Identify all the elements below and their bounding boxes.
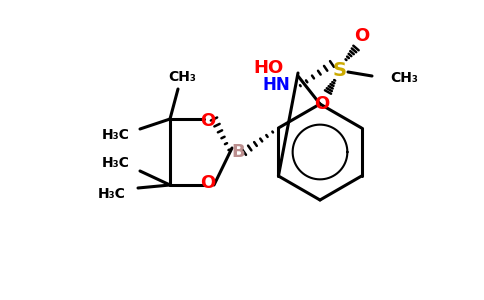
- Text: O: O: [315, 95, 330, 113]
- Text: H₃C: H₃C: [102, 156, 130, 170]
- Text: H₃C: H₃C: [102, 128, 130, 142]
- Text: HN: HN: [262, 76, 290, 94]
- Text: O: O: [200, 174, 216, 192]
- Text: B: B: [231, 143, 245, 161]
- Text: S: S: [333, 61, 347, 80]
- Text: O: O: [354, 27, 370, 45]
- Text: O: O: [200, 112, 216, 130]
- Text: HO: HO: [254, 59, 284, 77]
- Text: CH₃: CH₃: [390, 71, 418, 85]
- Text: H₃C: H₃C: [98, 187, 126, 201]
- Text: CH₃: CH₃: [168, 70, 196, 84]
